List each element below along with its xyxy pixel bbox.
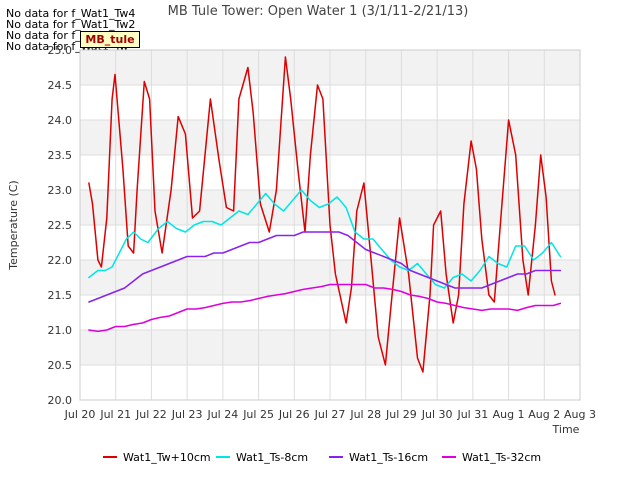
x-axis-ticks: Jul 20 Jul 21 Jul 22 Jul 23 Jul 24 Jul 25 Jul … [64, 408, 596, 421]
legend-label: Wat1_Ts-8cm [236, 451, 308, 464]
x-tick-label: Jul 28 [349, 408, 381, 421]
site-badge: MB_tule [80, 31, 140, 48]
x-tick-label: Jul 22 [135, 408, 167, 421]
series-line-wat1-tw-10cm [88, 56, 556, 373]
x-tick-label: Jul 30 [421, 408, 453, 421]
legend: Wat1_Tw+10cm Wat1_Ts-8cm Wat1_Ts-16cm Wat1_… [103, 451, 541, 464]
x-tick-label: Aug 2 [528, 408, 560, 421]
y-tick-label: 20.5 [48, 359, 73, 372]
y-tick-label: 23.0 [48, 184, 73, 197]
x-tick-label: Jul 24 [206, 408, 238, 421]
y-axis-label: Temperature (C) [7, 180, 20, 270]
y-tick-label: 25.0 [48, 44, 73, 57]
y-tick-label: 24.0 [48, 114, 73, 127]
y-tick-label: 22.5 [48, 219, 73, 232]
x-tick-label: Jul 27 [314, 408, 346, 421]
series-line-wat1-ts-32cm [88, 283, 562, 333]
no-data-message-1: No data for f_Wat1_Tw4 [6, 7, 136, 20]
legend-label: Wat1_Ts-32cm [462, 451, 541, 464]
x-tick-label: Jul 25 [242, 408, 274, 421]
series-line-wat1-ts-16cm [88, 231, 562, 303]
x-tick-label: Jul 20 [64, 408, 96, 421]
y-tick-label: 24.5 [48, 79, 73, 92]
y-tick-label: 21.5 [48, 289, 73, 302]
x-axis-label: Time [552, 423, 580, 436]
y-axis-ticks: 20.0 20.5 21.0 21.5 22.0 22.5 23.0 23.5 24.0 24.5… [48, 44, 73, 407]
series-lines [88, 56, 562, 373]
series-line-wat1-ts-8cm [88, 189, 562, 289]
y-tick-label: 23.5 [48, 149, 73, 162]
legend-label: Wat1_Tw+10cm [123, 451, 211, 464]
y-tick-label: 21.0 [48, 324, 73, 337]
x-tick-label: Jul 23 [171, 408, 203, 421]
x-tick-label: Jul 26 [278, 408, 310, 421]
chart-title: MB Tule Tower: Open Water 1 (3/1/11-2/21… [168, 4, 469, 19]
x-tick-label: Jul 29 [385, 408, 417, 421]
x-tick-label: Jul 21 [99, 408, 131, 421]
x-tick-label: Jul 31 [456, 408, 488, 421]
y-tick-label: 20.0 [48, 394, 73, 407]
no-data-message-2: No data for f_Wat1_Tw2 [6, 18, 136, 31]
legend-label: Wat1_Ts-16cm [349, 451, 428, 464]
plot-frame [79, 49, 581, 401]
y-tick-label: 22.0 [48, 254, 73, 267]
x-tick-label: Aug 1 [493, 408, 525, 421]
x-tick-label: Aug 3 [564, 408, 596, 421]
